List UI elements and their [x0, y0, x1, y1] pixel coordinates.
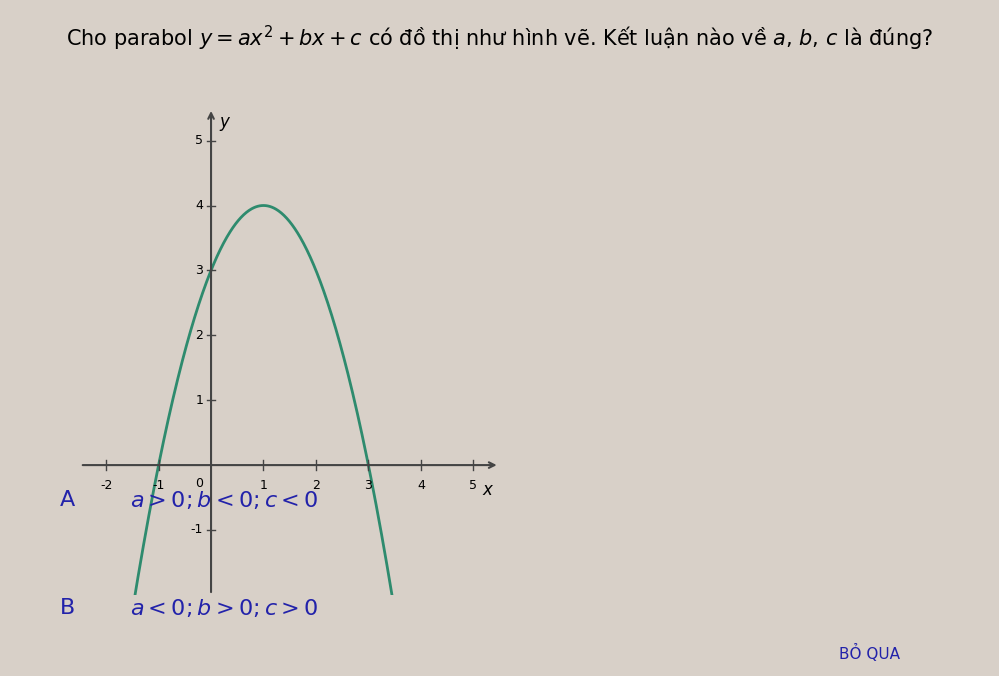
- Text: 2: 2: [312, 479, 320, 492]
- Text: -1: -1: [191, 523, 203, 537]
- Text: 3: 3: [195, 264, 203, 277]
- Text: Cho parabol $y = ax^2 + bx + c$ có đồ thị như hình vẽ. Kết luận nào về $a$, $b$,: Cho parabol $y = ax^2 + bx + c$ có đồ th…: [66, 24, 933, 53]
- Text: 0: 0: [195, 477, 203, 490]
- Text: 4: 4: [417, 479, 425, 492]
- Text: -2: -2: [100, 479, 112, 492]
- Text: BỎ QUA: BỎ QUA: [838, 644, 900, 662]
- Text: 1: 1: [195, 393, 203, 407]
- Text: 5: 5: [470, 479, 478, 492]
- Text: 5: 5: [195, 134, 203, 147]
- Text: 2: 2: [195, 329, 203, 342]
- Text: $x$: $x$: [482, 481, 495, 500]
- Text: $a > 0; b < 0; c < 0$: $a > 0; b < 0; c < 0$: [130, 489, 319, 511]
- Text: 1: 1: [260, 479, 268, 492]
- Text: B: B: [60, 598, 75, 619]
- Text: -1: -1: [153, 479, 165, 492]
- Text: 4: 4: [195, 199, 203, 212]
- Text: 3: 3: [365, 479, 373, 492]
- Text: $a < 0; b > 0; c > 0$: $a < 0; b > 0; c > 0$: [130, 598, 319, 619]
- Text: A: A: [60, 490, 75, 510]
- Text: $y$: $y$: [219, 115, 232, 132]
